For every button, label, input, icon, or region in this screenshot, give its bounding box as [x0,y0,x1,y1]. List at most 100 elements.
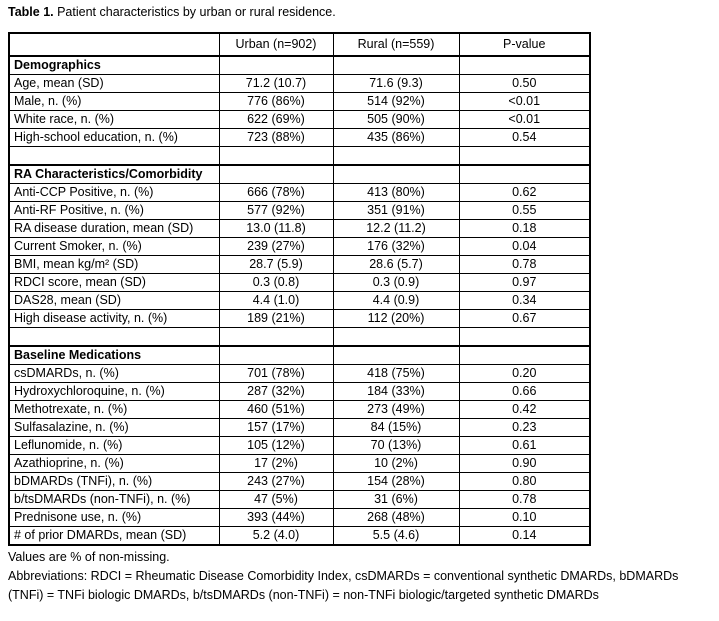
urban-value: 622 (69%) [218,110,334,129]
urban-value: 723 (88%) [218,128,334,147]
row-label: RA disease duration, mean (SD) [8,219,220,238]
urban-value: 28.7 (5.9) [218,255,334,274]
p-value: 0.78 [458,490,591,509]
section-header-row: Demographics [8,55,591,75]
p-value: 0.80 [458,472,591,491]
rural-value: 273 (49%) [332,400,460,419]
footnote-abbreviations: Abbreviations: RDCI = Rheumatic Disease … [8,569,679,602]
urban-value: 105 (12%) [218,436,334,455]
row-label: RA Characteristics/Comorbidity [8,164,220,184]
rural-value [332,55,460,75]
rural-value: 71.6 (9.3) [332,74,460,93]
data-row: Anti-CCP Positive, n. (%) 666 (78%) 413 (8… [8,183,591,202]
urban-value [218,327,334,347]
urban-value: 0.3 (0.8) [218,273,334,292]
row-label: Current Smoker, n. (%) [8,237,220,256]
data-row: b/tsDMARDs (non-TNFi), n. (%) 47 (5%) 31 (… [8,490,591,509]
spacer-row [8,327,591,347]
row-label: Azathioprine, n. (%) [8,454,220,473]
data-row: RA disease duration, mean (SD) 13.0 (11.8… [8,219,591,238]
footnote-values-note: Values are % of non-missing. [8,550,170,564]
p-value: 0.67 [458,309,591,328]
rural-value: 0.3 (0.9) [332,273,460,292]
urban-value: 157 (17%) [218,418,334,437]
data-row: bDMARDs (TNFi), n. (%) 243 (27%) 154 (28%)… [8,472,591,491]
rural-value: 31 (6%) [332,490,460,509]
row-label: Sulfasalazine, n. (%) [8,418,220,437]
p-value [458,55,591,75]
urban-value: 701 (78%) [218,364,334,383]
urban-value [218,164,334,184]
row-label: High disease activity, n. (%) [8,309,220,328]
data-row: Age, mean (SD) 71.2 (10.7) 71.6 (9.3) 0.50 [8,74,591,93]
table-caption: Table 1. Patient characteristics by urba… [8,4,713,20]
urban-value: 460 (51%) [218,400,334,419]
patient-characteristics-table: Urban (n=902) Rural (n=559) P-value Demo… [8,32,591,546]
p-value: 0.61 [458,436,591,455]
rural-value: 418 (75%) [332,364,460,383]
row-label: White race, n. (%) [8,110,220,129]
urban-value: 577 (92%) [218,201,334,220]
row-label: Age, mean (SD) [8,74,220,93]
p-value: 0.42 [458,400,591,419]
row-label: DAS28, mean (SD) [8,291,220,310]
row-label: RDCI score, mean (SD) [8,273,220,292]
urban-value: 243 (27%) [218,472,334,491]
row-label [8,327,220,347]
row-label: Methotrexate, n. (%) [8,400,220,419]
row-label: Leflunomide, n. (%) [8,436,220,455]
data-row: BMI, mean kg/m² (SD) 28.7 (5.9) 28.6 (5.7)… [8,255,591,274]
row-label: Prednisone use, n. (%) [8,508,220,527]
urban-value: 4.4 (1.0) [218,291,334,310]
p-value: 0.20 [458,364,591,383]
p-value: 0.90 [458,454,591,473]
p-value: 0.55 [458,201,591,220]
p-value: 0.14 [458,526,591,546]
p-value: <0.01 [458,110,591,129]
urban-value [218,55,334,75]
rural-value: 176 (32%) [332,237,460,256]
p-value: 0.18 [458,219,591,238]
data-row: Methotrexate, n. (%) 460 (51%) 273 (49%) 0.… [8,400,591,419]
rural-value: 112 (20%) [332,309,460,328]
data-row: DAS28, mean (SD) 4.4 (1.0) 4.4 (0.9) 0.34 [8,291,591,310]
spacer-row [8,146,591,166]
data-row: Azathioprine, n. (%) 17 (2%) 10 (2%) 0.90 [8,454,591,473]
p-value [458,146,591,166]
table-footnotes: Values are % of non-missing. Abbreviatio… [8,548,714,605]
p-value: 0.62 [458,183,591,202]
header-cell-variable [8,32,220,57]
row-label: csDMARDs, n. (%) [8,364,220,383]
rural-value: 184 (33%) [332,382,460,401]
p-value [458,164,591,184]
row-label: b/tsDMARDs (non-TNFi), n. (%) [8,490,220,509]
p-value [458,327,591,347]
p-value: <0.01 [458,92,591,111]
urban-value [218,146,334,166]
urban-value: 47 (5%) [218,490,334,509]
data-row: Male, n. (%) 776 (86%) 514 (92%) <0.01 [8,92,591,111]
header-cell-urban: Urban (n=902) [218,32,334,57]
data-row: Sulfasalazine, n. (%) 157 (17%) 84 (15%) 0.… [8,418,591,437]
urban-value: 17 (2%) [218,454,334,473]
data-row: High disease activity, n. (%) 189 (21%) 11… [8,309,591,328]
p-value: 0.34 [458,291,591,310]
table-caption-text: Patient characteristics by urban or rura… [53,5,336,19]
data-row: Leflunomide, n. (%) 105 (12%) 70 (13%) 0.61 [8,436,591,455]
p-value: 0.04 [458,237,591,256]
row-label: Anti-RF Positive, n. (%) [8,201,220,220]
p-value: 0.97 [458,273,591,292]
rural-value: 268 (48%) [332,508,460,527]
data-row: RDCI score, mean (SD) 0.3 (0.8) 0.3 (0.9) 0… [8,273,591,292]
rural-value [332,146,460,166]
rural-value [332,345,460,365]
rural-value: 84 (15%) [332,418,460,437]
data-row: High-school education, n. (%) 723 (88%) 43… [8,128,591,147]
data-row: # of prior DMARDs, mean (SD) 5.2 (4.0) 5.5… [8,526,591,546]
row-label: Demographics [8,55,220,75]
rural-value: 435 (86%) [332,128,460,147]
rural-value: 514 (92%) [332,92,460,111]
row-label: BMI, mean kg/m² (SD) [8,255,220,274]
urban-value: 13.0 (11.8) [218,219,334,238]
